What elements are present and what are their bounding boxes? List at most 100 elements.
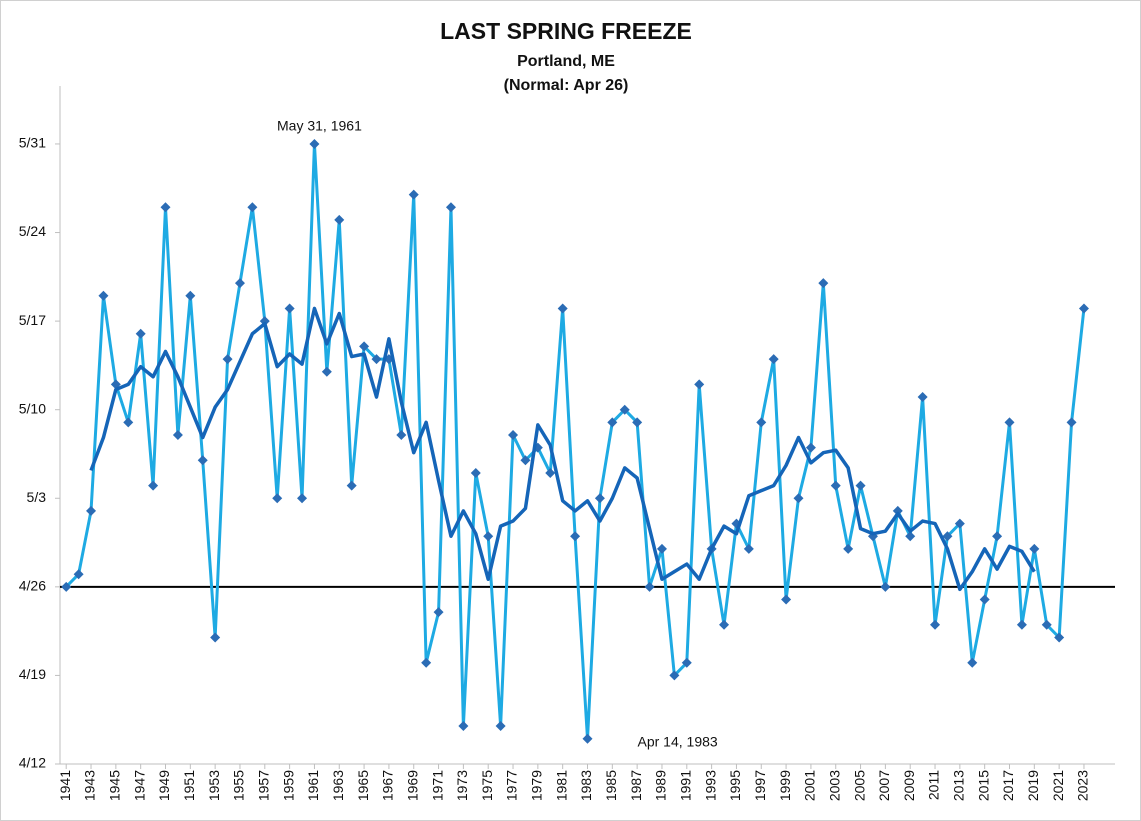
data-point [743, 543, 754, 554]
x-tick-label: 1991 [677, 770, 693, 801]
y-tick-label: 4/12 [19, 755, 46, 771]
data-point [830, 480, 841, 491]
data-point [458, 721, 469, 732]
x-tick-label: 1981 [553, 770, 569, 801]
data-point [818, 278, 829, 289]
x-tick-label: 1951 [181, 770, 197, 801]
y-tick-label: 5/17 [19, 312, 46, 328]
data-point [321, 366, 332, 377]
data-point [421, 657, 432, 668]
y-tick-label: 5/24 [19, 223, 46, 239]
data-point [942, 531, 953, 542]
data-point [880, 581, 891, 592]
data-point [272, 493, 283, 504]
data-point [86, 505, 97, 516]
chart-subtitle: Portland, ME [517, 53, 615, 70]
data-point [185, 290, 196, 301]
x-tick-label: 1985 [603, 770, 619, 801]
data-point [967, 657, 978, 668]
x-tick-label: 1965 [355, 770, 371, 801]
data-point [930, 619, 941, 630]
data-point [98, 290, 109, 301]
data-point [607, 417, 618, 428]
data-point [309, 138, 320, 149]
data-point [582, 733, 593, 744]
x-tick-label: 1999 [777, 770, 793, 801]
data-point [73, 569, 84, 580]
x-tick-label: 2019 [1025, 770, 1041, 801]
data-point [632, 417, 643, 428]
x-tick-label: 2007 [876, 770, 892, 801]
data-point [123, 417, 134, 428]
data-point [508, 430, 519, 440]
data-point [656, 543, 667, 554]
x-tick-label: 1941 [57, 770, 73, 801]
data-point [1066, 417, 1077, 428]
x-tick-label: 1973 [454, 770, 470, 801]
data-point [694, 379, 705, 390]
data-point [396, 430, 407, 440]
data-point [234, 278, 245, 289]
data-point [669, 670, 680, 681]
data-point [917, 392, 928, 403]
data-point [1078, 303, 1089, 314]
data-point [210, 632, 221, 643]
x-tick-label: 2001 [802, 770, 818, 801]
x-tick-label: 1997 [752, 770, 768, 801]
data-point [855, 480, 866, 491]
x-tick-label: 2017 [1000, 770, 1016, 801]
data-point [197, 455, 208, 466]
data-point [470, 467, 481, 478]
y-tick-label: 4/19 [19, 666, 46, 682]
data-point [297, 493, 308, 504]
data-point [346, 480, 357, 491]
data-point [1029, 543, 1040, 554]
x-tick-label: 1977 [504, 770, 520, 801]
chart-subtitle: (Normal: Apr 26) [504, 77, 629, 94]
data-point [719, 619, 730, 630]
series-line [89, 306, 1036, 592]
data-point [371, 354, 382, 365]
y-tick-label: 5/10 [19, 400, 46, 416]
data-point [843, 543, 854, 554]
data-point [408, 189, 419, 200]
annotation: Apr 14, 1983 [638, 733, 718, 749]
data-point [681, 657, 692, 668]
x-tick-label: 1987 [628, 770, 644, 801]
data-point [520, 455, 531, 466]
data-point [793, 493, 804, 504]
data-point [433, 607, 444, 618]
data-point [61, 581, 72, 592]
x-tick-label: 1945 [107, 770, 123, 801]
data-point [222, 354, 233, 365]
x-tick-label: 1969 [404, 770, 420, 801]
data-point [445, 202, 456, 213]
data-point [905, 531, 916, 542]
x-tick-label: 1957 [255, 770, 271, 801]
x-tick-label: 1943 [82, 770, 98, 801]
data-point [594, 493, 605, 504]
data-point [1016, 619, 1027, 630]
data-point [892, 505, 903, 516]
x-tick-label: 2003 [826, 770, 842, 801]
data-point [570, 531, 581, 542]
x-tick-label: 2021 [1050, 770, 1066, 801]
data-point [148, 480, 159, 491]
x-tick-label: 2011 [926, 770, 942, 800]
y-tick-label: 4/26 [19, 578, 46, 594]
x-tick-label: 1989 [653, 770, 669, 801]
x-tick-label: 1961 [305, 770, 321, 801]
data-point [619, 404, 630, 415]
x-tick-label: 1979 [529, 770, 545, 801]
x-tick-label: 1955 [231, 770, 247, 801]
data-point [954, 518, 965, 529]
data-point [992, 531, 1003, 542]
x-tick-label: 1967 [380, 770, 396, 801]
x-tick-label: 1953 [206, 770, 222, 801]
data-point [756, 417, 767, 428]
data-point [1041, 619, 1052, 630]
chart-title: LAST SPRING FREEZE [440, 18, 692, 44]
x-tick-label: 2015 [975, 770, 991, 801]
